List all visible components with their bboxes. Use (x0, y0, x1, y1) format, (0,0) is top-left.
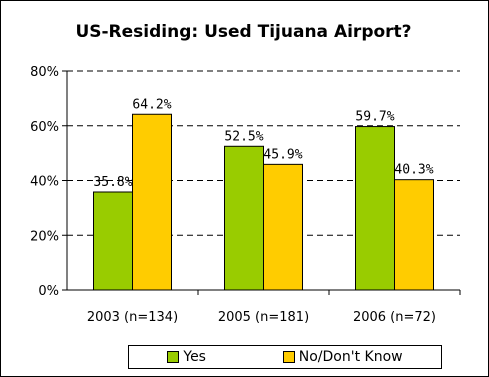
y-tick-label: 40% (30, 175, 59, 190)
bar-no (394, 179, 434, 291)
category-label: 2006 (n=72) (353, 310, 436, 325)
data-label: 40.3% (394, 163, 433, 178)
data-label: 52.5% (224, 129, 263, 144)
y-tick-label: 0% (38, 284, 59, 299)
legend-item-no: No/Don't Know (282, 349, 403, 365)
legend-label-yes: Yes (183, 349, 206, 365)
legend: Yes No/Don't Know (128, 345, 442, 369)
bar-no (132, 113, 172, 291)
category-label: 2003 (n=134) (87, 310, 178, 325)
bar-yes (355, 126, 395, 291)
chart-title: US-Residing: Used Tijuana Airport? (75, 22, 412, 42)
legend-swatch-no (282, 351, 295, 363)
bar-no (263, 163, 303, 291)
bar-yes (93, 191, 133, 291)
legend-item-yes: Yes (167, 349, 206, 365)
data-label: 35.8% (93, 175, 132, 190)
data-label: 45.9% (263, 147, 302, 162)
y-tick-label: 20% (30, 229, 59, 244)
data-label: 64.2% (132, 97, 171, 112)
bar-yes (224, 145, 264, 291)
data-label: 59.7% (355, 110, 394, 125)
category-label: 2005 (n=181) (218, 310, 309, 325)
y-tick-label: 60% (30, 120, 59, 135)
legend-label-no: No/Don't Know (298, 349, 403, 365)
y-tick-label: 80% (30, 65, 59, 80)
legend-swatch-yes (167, 351, 180, 363)
